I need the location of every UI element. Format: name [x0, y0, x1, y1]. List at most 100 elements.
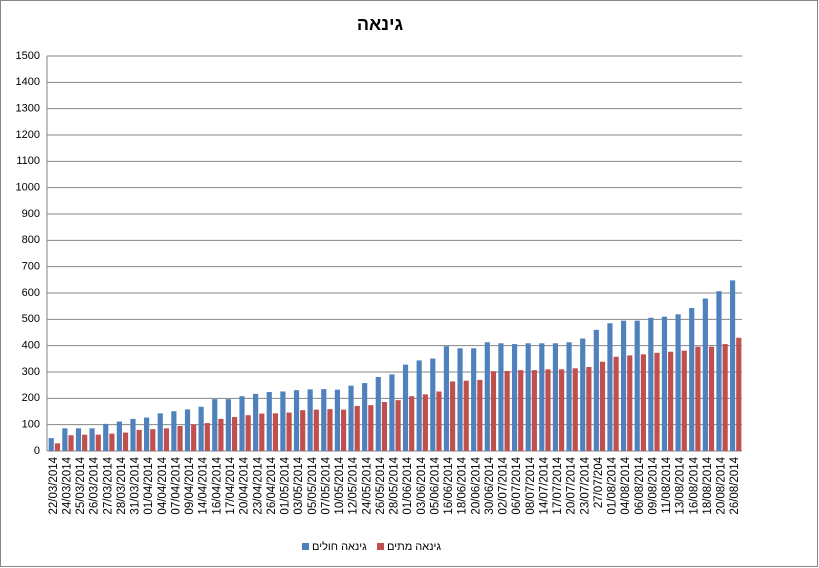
x-tick-label: 13/08/2014: [675, 456, 687, 514]
y-tick-label: 900: [22, 208, 40, 220]
x-tick-label: 26/04/2014: [266, 456, 278, 514]
legend-swatch: [302, 543, 309, 550]
bar: [722, 344, 728, 451]
bar: [708, 346, 715, 451]
x-tick-label: 17/07/2014: [552, 456, 564, 514]
x-tick-label: 03/06/2014: [416, 456, 428, 514]
x-tick-label: 02/07/2014: [498, 456, 510, 514]
x-tick-label: 30/06/2014: [484, 456, 496, 514]
x-tick-label: 07/05/2014: [320, 456, 332, 514]
bar: [130, 418, 136, 451]
bar: [490, 371, 497, 451]
bar: [450, 381, 456, 451]
bar: [48, 438, 54, 451]
bar: [348, 385, 354, 451]
bar: [736, 337, 742, 451]
x-tick-label: 16/04/2014: [211, 456, 223, 514]
y-tick-label: 1500: [16, 50, 40, 62]
x-tick-label: 12/05/2014: [348, 456, 360, 514]
bar: [518, 370, 524, 451]
x-tick-label: 26/03/2014: [89, 456, 101, 514]
y-tick-label: 300: [22, 366, 40, 378]
bar: [259, 413, 265, 451]
bar: [531, 370, 537, 451]
x-tick-label: 28/05/2014: [389, 456, 401, 514]
x-tick-label: 01/06/2014: [402, 456, 414, 514]
bar: [654, 352, 660, 451]
x-tick-label: 20/04/2014: [239, 456, 251, 514]
bar: [634, 320, 640, 451]
legend-label: גינאה חולים: [312, 540, 367, 553]
bar: [313, 409, 319, 451]
bar: [668, 351, 674, 451]
bar: [89, 428, 95, 451]
bar: [212, 399, 218, 451]
bar: [307, 389, 313, 451]
bar: [68, 435, 74, 451]
bar: [375, 377, 381, 451]
x-tick-label: 20/07/2014: [566, 456, 578, 514]
x-tick-label: 16/06/2014: [443, 456, 455, 514]
y-tick-label: 800: [22, 234, 40, 246]
bar: [109, 433, 115, 451]
bar: [681, 350, 687, 451]
bar: [477, 379, 483, 451]
bar: [239, 396, 245, 451]
bar: [321, 389, 327, 451]
bar: [171, 411, 177, 451]
bar: [191, 424, 197, 451]
y-tick-label: 0: [34, 445, 40, 457]
bar: [116, 421, 122, 451]
x-tick-label: 18/08/2014: [702, 456, 714, 514]
x-tick-label: 18/06/2014: [457, 456, 469, 514]
bar: [559, 369, 565, 451]
bar: [354, 405, 360, 451]
bar: [552, 343, 559, 451]
bar: [422, 394, 428, 451]
x-tick-label: 24/03/2014: [61, 456, 73, 514]
bar: [648, 317, 654, 451]
bar: [443, 346, 450, 451]
bar: [225, 399, 231, 451]
x-tick-label: 16/08/2014: [688, 456, 700, 514]
bar: [198, 406, 204, 451]
x-tick-label: 09/08/2014: [647, 456, 659, 514]
x-tick-label: 31/03/2014: [130, 456, 142, 514]
bar: [689, 308, 695, 451]
bar: [716, 291, 722, 451]
bar: [136, 429, 142, 451]
bar: [402, 364, 409, 451]
bar: [593, 329, 599, 451]
x-tick-label: 10/05/2014: [334, 456, 346, 514]
legend-swatch: [377, 543, 384, 550]
x-tick-label: 06/08/2014: [634, 456, 646, 514]
bar: [381, 402, 388, 451]
bar: [334, 389, 340, 451]
bar: [463, 380, 469, 451]
bar: [607, 323, 613, 451]
x-tick-label: 05/06/2014: [429, 456, 441, 514]
bar: [566, 342, 572, 451]
x-tick-label: 03/05/2014: [293, 456, 305, 514]
y-tick-label: 200: [22, 392, 40, 404]
x-tick-label: 04/04/2014: [157, 456, 169, 514]
bar: [144, 417, 150, 451]
bar: [327, 409, 333, 451]
bar: [539, 343, 545, 451]
x-tick-label: 01/04/2014: [143, 456, 155, 514]
x-tick-label: 24/05/2014: [361, 456, 373, 514]
x-tick-label: 26/05/2014: [375, 456, 387, 514]
x-tick-label: 20/08/2014: [716, 456, 728, 514]
x-tick-label: 27/03/2014: [102, 456, 114, 514]
x-tick-label: 01/05/2014: [280, 456, 292, 514]
bar: [293, 390, 300, 451]
x-tick-label: 23/07/2014: [579, 456, 591, 514]
bar: [340, 409, 347, 451]
bar: [231, 417, 238, 451]
x-tick-label: 17/04/2014: [225, 456, 237, 514]
x-tick-label: 26/08/2014: [729, 456, 741, 514]
legend-label: גינאה מתים: [387, 541, 441, 553]
bar: [362, 383, 368, 451]
bar: [484, 342, 490, 451]
